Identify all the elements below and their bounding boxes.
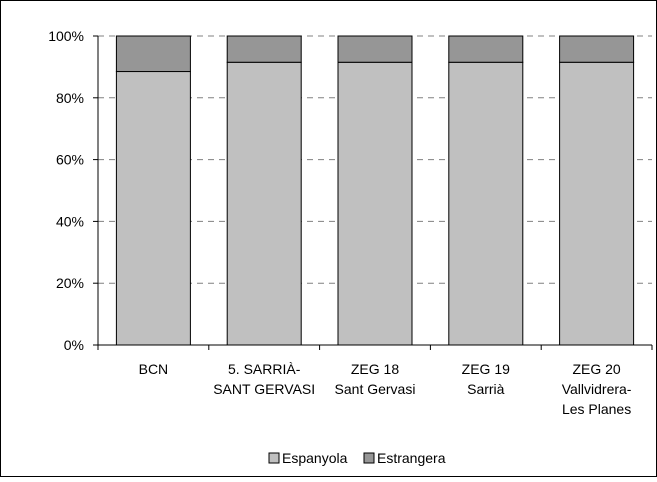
y-tick-label: 20% [56,275,84,291]
bar-segment-espanyola [226,61,302,346]
y-tick-label: 80% [56,90,84,106]
x-tick-label-line: Sant Gervasi [335,381,416,397]
x-tick-label-line: 5. SARRIÀ- [228,361,301,377]
x-tick-label: ZEG 18 Sant Gervasi [335,361,416,397]
x-tick-label-line: SANT GERVASI [213,381,315,397]
x-tick-label-line: Les Planes [562,401,631,417]
x-tick-label: ZEG 20 Vallvidrera- Les Planes [562,361,632,417]
y-tick-label: 40% [56,213,84,229]
axes: 0% 20% 40% 60% 80% 100% BCN 5. SARRIÀ- SANT GERV… [48,28,653,417]
bar-segment-estrangera [115,35,191,73]
bar-segment-estrangera [337,35,413,63]
bar-segment-estrangera [226,35,302,63]
x-tick-label: ZEG 19 Sarrià [462,361,510,397]
bar-segment-estrangera [448,35,524,63]
bars [115,35,635,346]
legend: Espanyola Estrangera [268,450,446,466]
legend-swatch-espanyola [268,452,280,464]
y-tick-label: 60% [56,152,84,168]
x-tick-label-line: Sarrià [467,381,505,397]
x-tick-label: BCN [139,361,169,377]
legend-swatch-estrangera [363,452,375,464]
y-tick-label: 100% [48,28,84,44]
x-tick-label-line: ZEG 20 [572,361,620,377]
x-tick-label-line: ZEG 19 [462,361,510,377]
bar-segment-espanyola [448,61,524,346]
y-tick-label: 0% [64,337,84,353]
bar-segment-espanyola [115,71,191,346]
x-tick-label: 5. SARRIÀ- SANT GERVASI [213,361,315,397]
x-tick-label-line: Vallvidrera- [562,381,632,397]
x-tick-label-line: BCN [139,361,169,377]
x-tick-label-line: ZEG 18 [351,361,399,377]
bar-segment-estrangera [559,35,635,63]
bar-segment-espanyola [337,61,413,346]
bar-segment-espanyola [559,61,635,346]
legend-label-estrangera: Estrangera [377,450,446,466]
legend-label-espanyola: Espanyola [282,450,348,466]
